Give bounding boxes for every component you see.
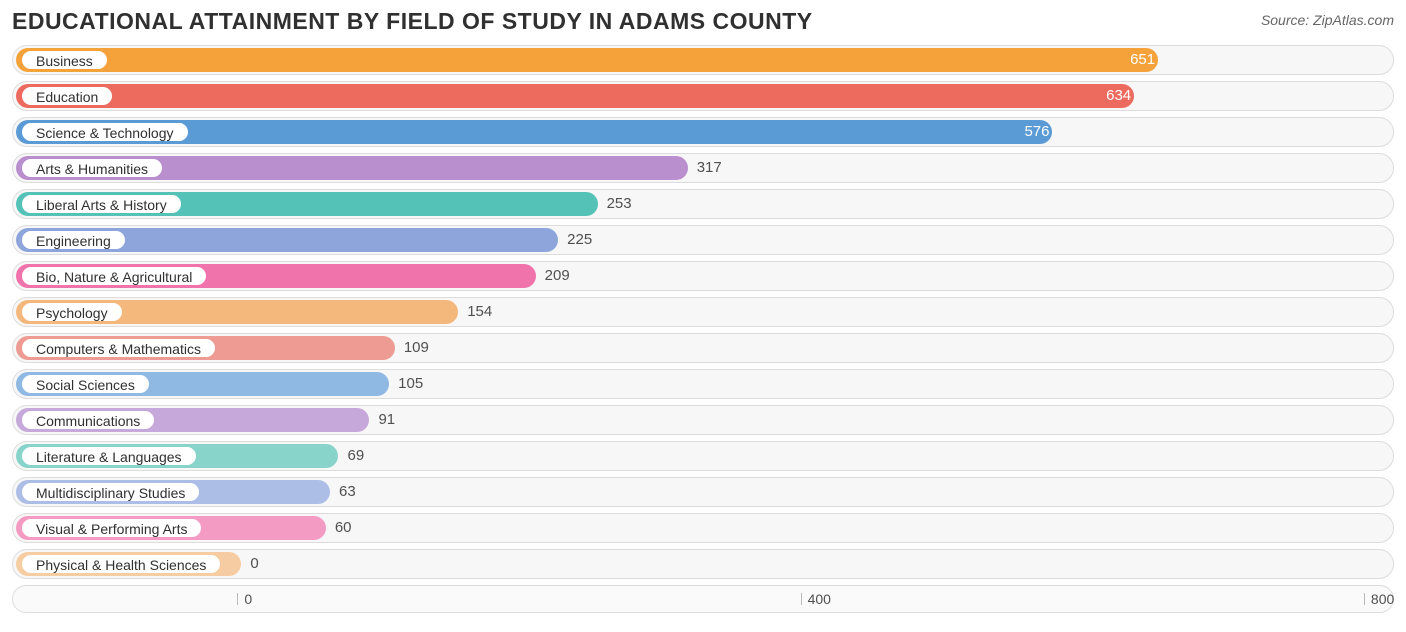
bar-row: Arts & Humanities 317 [12,153,1394,183]
category-label: Communications [21,410,155,430]
category-label: Bio, Nature & Agricultural [21,266,207,286]
axis-tick: 800 [1364,586,1394,612]
bar-row: Computers & Mathematics 109 [12,333,1394,363]
category-label: Liberal Arts & History [21,194,182,214]
bar-row: Visual & Performing Arts 60 [12,513,1394,543]
bar-row: Communications 91 [12,405,1394,435]
bar-row: Education 634 [12,81,1394,111]
value-label: 109 [404,334,429,362]
bar-row: Bio, Nature & Agricultural 209 [12,261,1394,291]
value-label: 60 [335,514,352,542]
category-label: Multidisciplinary Studies [21,482,200,502]
tick-mark [801,593,802,605]
value-label: 253 [607,190,632,218]
category-label: Business [21,50,108,70]
bar-row: Physical & Health Sciences 0 [12,549,1394,579]
tick-label: 0 [244,591,252,607]
value-label: 634 [1106,82,1131,110]
bar-row: Multidisciplinary Studies 63 [12,477,1394,507]
category-label: Education [21,86,113,106]
bar [16,84,1134,108]
bar-row: Business 651 [12,45,1394,75]
bar-row: Science & Technology 576 [12,117,1394,147]
category-label: Physical & Health Sciences [21,554,221,574]
bar-row: Engineering 225 [12,225,1394,255]
category-label: Science & Technology [21,122,189,142]
bar-row: Psychology 154 [12,297,1394,327]
tick-mark [237,593,238,605]
value-label: 225 [567,226,592,254]
value-label: 0 [250,550,258,578]
tick-mark [1364,593,1365,605]
axis-tick: 0 [237,586,252,612]
bar-row: Literature & Languages 69 [12,441,1394,471]
category-label: Psychology [21,302,123,322]
tick-label: 400 [808,591,831,607]
bar-row: Social Sciences 105 [12,369,1394,399]
category-label: Computers & Mathematics [21,338,216,358]
category-label: Arts & Humanities [21,158,163,178]
bar-chart: Business 651 Education 634 Science & Technol… [12,45,1394,613]
bar [16,48,1158,72]
value-label: 651 [1130,46,1155,74]
chart-title: EDUCATIONAL ATTAINMENT BY FIELD OF STUDY… [12,8,813,35]
x-axis: 0 400 800 [12,585,1394,613]
value-label: 209 [545,262,570,290]
value-label: 69 [347,442,364,470]
category-label: Engineering [21,230,126,250]
category-label: Literature & Languages [21,446,197,466]
value-label: 576 [1024,118,1049,146]
axis-tick: 400 [801,586,831,612]
bar-row: Liberal Arts & History 253 [12,189,1394,219]
category-label: Social Sciences [21,374,150,394]
value-label: 91 [378,406,395,434]
tick-label: 800 [1371,591,1394,607]
value-label: 154 [467,298,492,326]
chart-source: Source: ZipAtlas.com [1261,12,1394,28]
category-label: Visual & Performing Arts [21,518,202,538]
value-label: 317 [697,154,722,182]
value-label: 105 [398,370,423,398]
value-label: 63 [339,478,356,506]
